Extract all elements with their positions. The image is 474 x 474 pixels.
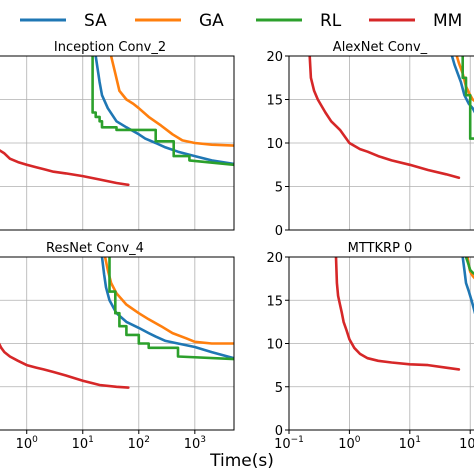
panel-title: Inception Conv_2 (54, 40, 166, 55)
y-tick-label: 20 (266, 50, 283, 65)
y-tick-label: 5 (275, 181, 283, 196)
panel-title: MTTKRP 0 (348, 241, 413, 256)
y-tick-label: 15 (266, 94, 283, 109)
series-line-ga (109, 56, 234, 147)
y-tick-label: 10 (266, 137, 283, 152)
series-line-sa (100, 257, 234, 360)
x-tick-label: 102 (459, 435, 474, 452)
series-line-rl (461, 56, 474, 140)
series-line-rl (91, 56, 234, 167)
panel-alexnet-conv: AlexNet Conv_ 0 5 10 15 20 (266, 40, 474, 239)
x-tick-label: 101 (72, 435, 94, 452)
y-tick-label: 0 (275, 224, 283, 239)
panel-resnet-conv-4: ResNet Conv_4 100 101 102 103 (0, 241, 235, 452)
plot-frame (288, 55, 474, 231)
x-tick-label: 100 (16, 435, 39, 452)
panel-inception-conv-2: Inception Conv_2 (0, 40, 235, 231)
plot-frame (288, 256, 474, 431)
plot-frame (0, 55, 235, 231)
series-line-mm (308, 56, 461, 180)
x-tick-label: 100 (338, 435, 361, 452)
x-axis-label: Time(s) (209, 451, 274, 471)
y-tick-label: 20 (266, 251, 283, 266)
series-line-ga (103, 257, 234, 345)
legend-label-ga: GA (199, 11, 224, 31)
legend-label-rl: RL (320, 11, 342, 31)
panel-title: AlexNet Conv_ (333, 40, 428, 55)
series-line-sa (450, 56, 474, 114)
panel-title: ResNet Conv_4 (46, 241, 144, 256)
legend-label-mm: MM (433, 11, 462, 31)
legend-label-sa: SA (84, 11, 107, 31)
plot-frame (0, 256, 235, 431)
series-line-mm (0, 149, 130, 187)
x-tick-label: 10−1 (274, 435, 304, 452)
x-tick-label: 103 (184, 435, 206, 452)
series-line-rl (108, 257, 234, 361)
series-line-mm (0, 342, 130, 389)
x-tick-label: 102 (128, 435, 150, 452)
x-tick-label: 101 (399, 435, 421, 452)
y-tick-label: 10 (266, 338, 283, 353)
y-tick-label: 0 (275, 424, 283, 439)
series-line-sa (94, 56, 234, 166)
y-tick-label: 5 (275, 381, 283, 396)
legend: SA GA RL MM (20, 11, 462, 31)
series-line-rl (464, 257, 474, 276)
series-line-mm (334, 257, 461, 371)
panel-mttkrp-0: MTTKRP 0 10−1 100 101 102 0 5 10 15 20 (266, 241, 474, 452)
y-tick-label: 15 (266, 294, 283, 309)
